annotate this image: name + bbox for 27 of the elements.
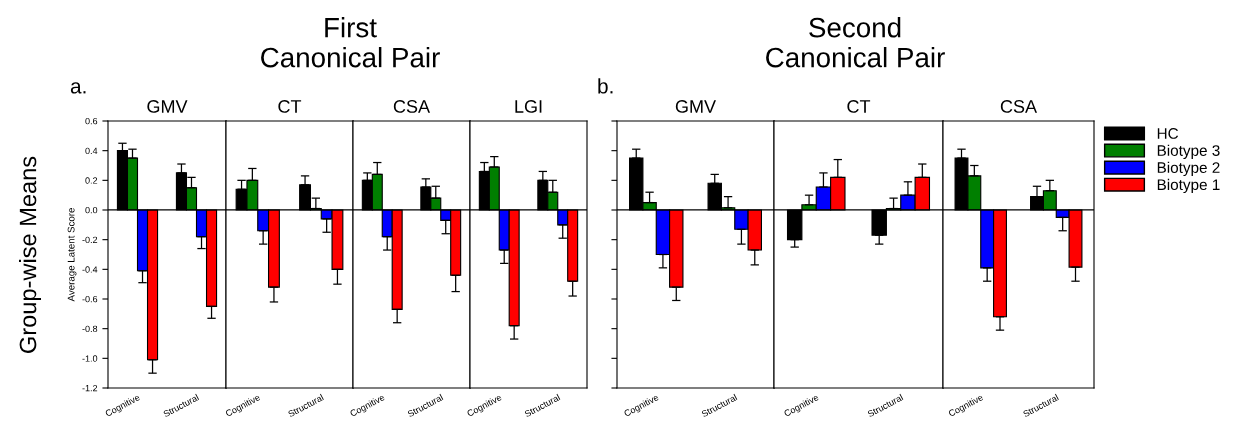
y-tick-label: 0.2 (85, 177, 98, 184)
text: a. (70, 82, 86, 94)
y-tick-label: -0.2 (82, 236, 98, 244)
y-tick-label: -1.0 (82, 355, 98, 362)
chart-title: GMV (675, 100, 716, 113)
text: First Canonical Pair (261, 17, 440, 68)
chart-title: CT (278, 100, 302, 113)
legend-label: HC (1157, 128, 1179, 139)
y-tick-label: -1.2 (82, 384, 98, 392)
y-tick-label: -0.8 (82, 325, 98, 333)
chart-title: LGI (515, 100, 542, 113)
chart-title: CSA (1000, 100, 1038, 113)
legend-label: Biotype 1 (1157, 178, 1220, 194)
y-tick-label: -0.6 (82, 295, 98, 303)
y-tick-label: 0.4 (85, 147, 98, 155)
text: Second Canonical Pair (766, 17, 945, 68)
chart-title: CT (847, 100, 871, 113)
chart-title: GMV (147, 100, 188, 113)
chart-title: CSA (393, 100, 431, 113)
y-axis-title: Average Latent Score (67, 207, 77, 302)
text: Group-wise Means (19, 156, 41, 353)
y-tick-label: -0.4 (82, 266, 98, 273)
text: b. (598, 78, 613, 94)
y-tick-label: 0.0 (85, 206, 98, 214)
legend-label: Biotype 3 (1157, 144, 1220, 159)
y-tick-label: 0.6 (85, 117, 98, 125)
legend-label: Biotype 2 (1157, 161, 1220, 177)
